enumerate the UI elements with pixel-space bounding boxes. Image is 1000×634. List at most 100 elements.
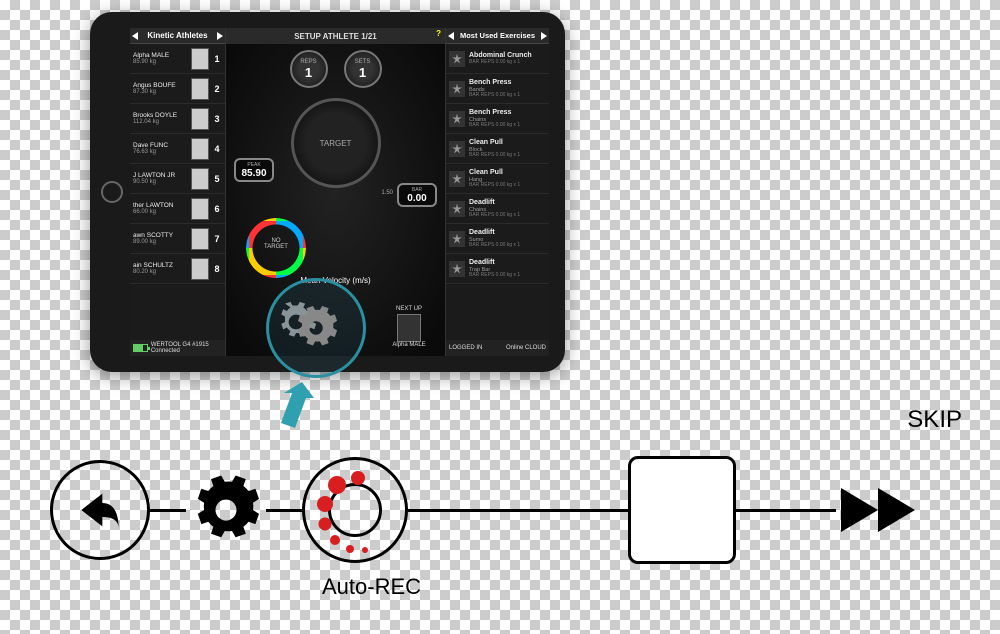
exercise-detail: BAR REPS 0.00 kg x 1	[469, 153, 520, 159]
exercise-info: Clean PullHangBAR REPS 0.00 kg x 1	[469, 169, 520, 188]
athlete-name: ther LAWTON	[133, 202, 188, 209]
online-text: Online CLOUD	[506, 345, 546, 351]
exercise-detail: BAR REPS 0.00 kg x 1	[469, 93, 520, 99]
athlete-avatar	[191, 198, 209, 220]
exercise-detail: BAR REPS 0.00 kg x 1	[469, 183, 520, 189]
exercise-info: DeadliftTrap BarBAR REPS 0.00 kg x 1	[469, 259, 520, 278]
athlete-rank: 8	[212, 264, 222, 274]
athlete-row[interactable]: Angus BOUFE87.30 kg2	[130, 74, 225, 104]
exercise-name: Deadlift	[469, 229, 520, 237]
help-icon[interactable]: ?	[436, 29, 441, 38]
exercise-icon	[449, 111, 465, 127]
exercise-info: Bench PressChainsBAR REPS 0.00 kg x 1	[469, 109, 520, 128]
athlete-rank: 5	[212, 174, 222, 184]
athlete-info: awn SCOTTY89.00 kg	[133, 232, 188, 246]
athlete-info: Angus BOUFE87.30 kg	[133, 82, 188, 96]
exercise-name: Clean Pull	[469, 139, 520, 147]
exercise-detail: BAR REPS 0.00 kg x 1	[469, 273, 520, 279]
exercise-row[interactable]: Clean PullBlockBAR REPS 0.00 kg x 1	[446, 134, 549, 164]
next-name: Alpha MALE	[392, 342, 425, 348]
center-panel: SETUP ATHLETE 1/21 ? Abdominal Crunch RE…	[226, 28, 445, 356]
tool-status: WERTOOL G4 #1915 Connected	[151, 342, 222, 354]
sets-knob[interactable]: SETS 1	[344, 50, 382, 88]
exercise-row[interactable]: DeadliftChainsBAR REPS 0.00 kg x 1	[446, 194, 549, 224]
connector	[266, 509, 302, 512]
next-up-label: NEXT UP	[396, 306, 422, 312]
athlete-row[interactable]: Brooks DOYLE112.04 kg3	[130, 104, 225, 134]
exercise-row[interactable]: Clean PullHangBAR REPS 0.00 kg x 1	[446, 164, 549, 194]
athlete-row[interactable]: awn SCOTTY89.00 kg7	[130, 224, 225, 254]
exercises-panel: Most Used Exercises Abdominal CrunchBAR …	[445, 28, 549, 356]
athlete-info: ther LAWTON66.00 kg	[133, 202, 188, 216]
mean-velocity-label: Mean Velocity (m/s)	[300, 276, 370, 285]
sets-value: 1	[359, 65, 366, 80]
home-button[interactable]	[101, 181, 123, 203]
exercise-icon	[449, 201, 465, 217]
athlete-weight: 85.90 kg	[133, 59, 188, 66]
exercise-detail: BAR REPS 0.00 kg x 1	[469, 123, 520, 129]
exercises-header: Most Used Exercises	[446, 28, 549, 44]
target-dial[interactable]: TARGET	[291, 98, 381, 188]
exercise-info: Abdominal CrunchBAR REPS 0.00 kg x 1	[469, 52, 532, 65]
athlete-avatar	[191, 78, 209, 100]
athlete-row[interactable]: ther LAWTON66.00 kg6	[130, 194, 225, 224]
exercise-name: Deadlift	[469, 259, 520, 267]
exercise-name: Bench Press	[469, 109, 520, 117]
exercise-icon	[449, 261, 465, 277]
screen: Kinetic Athletes Alpha MALE85.90 kg1Angu…	[130, 28, 549, 356]
exercise-row[interactable]: Abdominal CrunchBAR REPS 0.00 kg x 1	[446, 44, 549, 74]
athlete-row[interactable]: Alpha MALE85.90 kg1	[130, 44, 225, 74]
bar-value: 0.00	[407, 193, 426, 204]
reps-knob[interactable]: REPS 1	[290, 50, 328, 88]
athlete-avatar	[191, 228, 209, 250]
athlete-weight: 76.63 kg	[133, 149, 188, 156]
tablet-frame: Kinetic Athletes Alpha MALE85.90 kg1Angu…	[90, 12, 565, 372]
next-avatar	[397, 314, 421, 342]
settings-node[interactable]	[186, 474, 266, 546]
exercise-icon	[449, 51, 465, 67]
athlete-info: Dave FUNC76.63 kg	[133, 142, 188, 156]
reps-value: 1	[305, 65, 312, 80]
exercise-row[interactable]: Bench PressBandsBAR REPS 0.00 kg x 1	[446, 74, 549, 104]
athlete-avatar	[191, 168, 209, 190]
logged-in-text: LOGGED IN	[449, 345, 482, 351]
exercises-footer: LOGGED IN Online CLOUD	[446, 340, 549, 356]
ring-label: NO TARGET	[260, 238, 292, 250]
exercise-name: Deadlift	[469, 199, 520, 207]
exercise-icon	[449, 141, 465, 157]
gear-icon	[190, 474, 262, 546]
exercise-name: Bench Press	[469, 79, 520, 87]
athlete-info: ain SCHULTZ80.20 kg	[133, 262, 188, 276]
exercise-detail: BAR REPS 0.00 kg x 1	[469, 213, 520, 219]
exercise-row[interactable]: DeadliftSumoBAR REPS 0.00 kg x 1	[446, 224, 549, 254]
exercise-detail: BAR REPS 0.00 kg x 1	[469, 60, 532, 66]
athlete-name: ain SCHULTZ	[133, 262, 188, 269]
skip-button[interactable]	[836, 480, 926, 540]
back-button[interactable]	[50, 460, 150, 560]
athlete-weight: 89.00 kg	[133, 239, 188, 246]
athlete-row[interactable]: Dave FUNC76.63 kg4	[130, 134, 225, 164]
setup-header: SETUP ATHLETE 1/21 ?	[226, 28, 445, 44]
autorec-button[interactable]	[302, 457, 408, 563]
exercise-row[interactable]: Bench PressChainsBAR REPS 0.00 kg x 1	[446, 104, 549, 134]
battery-icon	[133, 344, 148, 352]
pointer-arrow-icon	[260, 378, 320, 438]
stop-node[interactable]	[628, 456, 736, 564]
athlete-rank: 1	[212, 54, 222, 64]
autorec-dots-icon	[305, 460, 411, 566]
peak-value: 85.90	[241, 168, 266, 179]
exercise-icon	[449, 231, 465, 247]
athletes-footer: WERTOOL G4 #1915 Connected	[130, 340, 225, 356]
athlete-row[interactable]: J LAWTON JR90.50 kg5	[130, 164, 225, 194]
athlete-weight: 112.04 kg	[133, 119, 188, 126]
exercise-info: Bench PressBandsBAR REPS 0.00 kg x 1	[469, 79, 520, 98]
athlete-name: J LAWTON JR	[133, 172, 188, 179]
athlete-name: Angus BOUFE	[133, 82, 188, 89]
back-arrow-icon	[72, 482, 128, 538]
settings-gear[interactable]	[274, 300, 318, 344]
athlete-row[interactable]: ain SCHULTZ80.20 kg 8	[130, 254, 225, 284]
connector	[150, 509, 186, 512]
peak-display: PEAK 85.90	[234, 158, 274, 182]
athlete-avatar	[191, 138, 209, 160]
exercise-row[interactable]: DeadliftTrap BarBAR REPS 0.00 kg x 1	[446, 254, 549, 284]
